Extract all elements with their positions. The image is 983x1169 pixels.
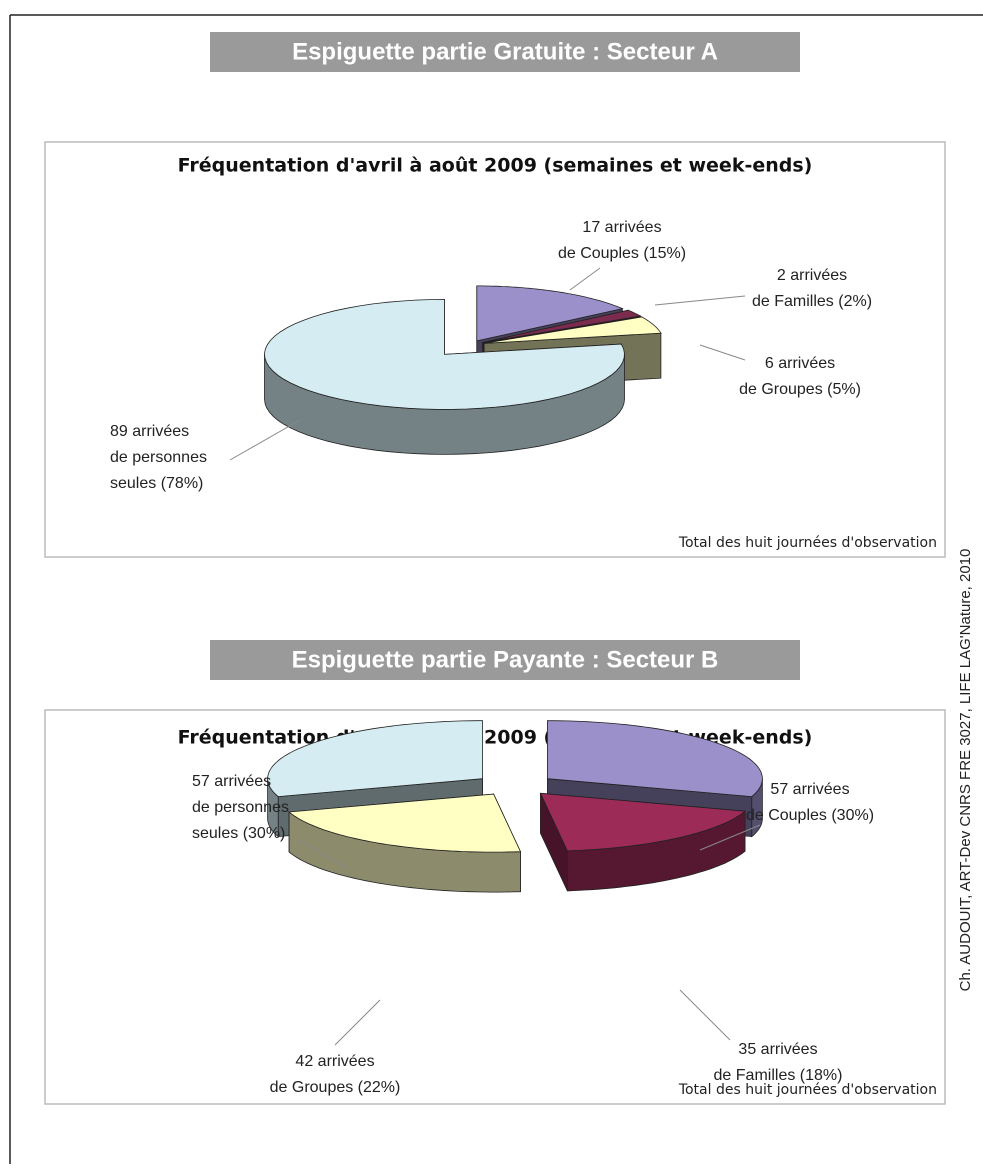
slice bbox=[264, 298, 625, 410]
leader-line bbox=[654, 295, 746, 306]
slice-label: de Familles (18%) bbox=[714, 1067, 843, 1084]
leader-line bbox=[679, 989, 731, 1041]
chart-title: Fréquentation d'avril à août 2009 (semai… bbox=[178, 155, 813, 177]
slice-label: 57 arrivées bbox=[192, 773, 271, 790]
slice-label: 57 arrivées bbox=[770, 781, 849, 798]
slice bbox=[539, 792, 746, 852]
slice-label: 42 arrivées bbox=[295, 1053, 374, 1070]
slice-label: de personnes bbox=[110, 449, 207, 466]
slice-label: 35 arrivées bbox=[738, 1041, 817, 1058]
slice bbox=[267, 720, 484, 798]
credit: Ch. AUDOUIT, ART-Dev CNRS FRE 3027, LIFE… bbox=[957, 549, 974, 992]
slice bbox=[288, 793, 522, 853]
banner-text: Espiguette partie Gratuite : Secteur A bbox=[292, 38, 718, 65]
leader-line bbox=[229, 419, 301, 461]
banner-text: Espiguette partie Payante : Secteur B bbox=[292, 646, 719, 673]
slice-label: seules (78%) bbox=[110, 475, 203, 492]
leader-line bbox=[699, 824, 761, 851]
slice-label: de Familles (2%) bbox=[752, 293, 872, 310]
leader-line bbox=[699, 344, 746, 361]
slice-label: de Couples (15%) bbox=[558, 245, 686, 262]
pie bbox=[267, 720, 763, 893]
slice-label: 89 arrivées bbox=[110, 423, 189, 440]
leader-line bbox=[334, 999, 381, 1046]
chart-note: Total des huit journées d'observation bbox=[678, 1082, 937, 1098]
slice-label: de personnes bbox=[192, 799, 289, 816]
banner bbox=[210, 640, 800, 680]
leader-line bbox=[299, 839, 351, 871]
slice-label: de Couples (30%) bbox=[746, 807, 874, 824]
chart-box bbox=[44, 709, 946, 1105]
slice bbox=[484, 316, 662, 344]
chart-box bbox=[44, 141, 946, 558]
slice bbox=[482, 309, 642, 343]
slice-label: de Groupes (22%) bbox=[270, 1079, 401, 1096]
slice-label: 17 arrivées bbox=[582, 219, 661, 236]
slice-label: 2 arrivées bbox=[777, 267, 847, 284]
banner bbox=[210, 32, 800, 72]
leader-line bbox=[569, 267, 601, 291]
chart-note: Total des huit journées d'observation bbox=[678, 535, 937, 551]
slice-label: 6 arrivées bbox=[765, 355, 835, 372]
slice-label: seules (30%) bbox=[192, 825, 285, 842]
slice bbox=[547, 720, 763, 798]
pie bbox=[264, 285, 662, 455]
slice-label: de Groupes (5%) bbox=[739, 381, 861, 398]
slice bbox=[476, 285, 624, 342]
